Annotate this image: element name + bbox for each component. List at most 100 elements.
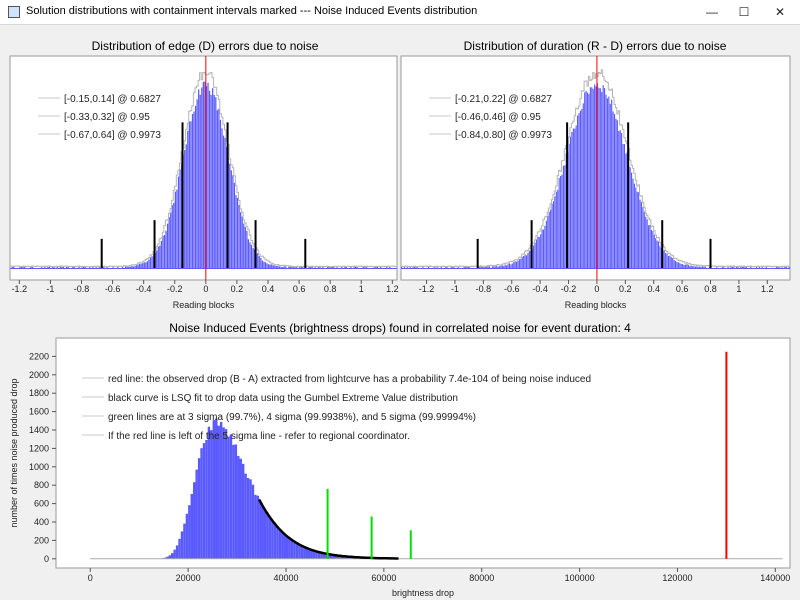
noise-hist-bar [300, 545, 304, 559]
noise-legend-entry: red line: the observed drop (B - A) extr… [108, 374, 591, 385]
chart1-hist-bar [592, 88, 594, 268]
close-button[interactable]: ✕ [764, 0, 796, 24]
noise-hist-bar [342, 556, 345, 559]
noise-hist-bar [251, 484, 255, 559]
chart1-hist-bar [515, 261, 518, 268]
chart1-hist-bar [413, 266, 415, 268]
chart1-hist-bar [613, 113, 616, 268]
chart1-hist-bar [401, 266, 403, 268]
chart0-hist-bar [142, 263, 144, 268]
noise-hist-bar [266, 512, 269, 559]
noise-y-tick-label: 600 [34, 499, 49, 509]
chart0-hist-bar [330, 267, 332, 268]
noise-hist-bar [276, 527, 279, 559]
chart0-hist-bar [309, 266, 312, 268]
noise-hist-bar [312, 550, 316, 559]
chart0-hist-bar [295, 267, 298, 268]
chart1-hist-bar [655, 238, 657, 268]
chart1-x-tick-label: 0.6 [676, 284, 689, 294]
chart0-hist-bar [31, 266, 34, 268]
chart1-legend-entry: [-0.46,0.46] @ 0.95 [455, 112, 541, 123]
chart1-hist-bar [659, 246, 661, 268]
chart1-hist-bar [453, 267, 455, 268]
chart1-hist-bar [572, 128, 574, 268]
chart1-hist-bar [523, 255, 525, 268]
chart1-hist-bar [723, 267, 725, 268]
chart1-hist-bar [604, 88, 606, 268]
chart0-hist-bar [250, 244, 253, 268]
chart0-hist-bar [328, 267, 330, 268]
chart1-hist-bar [673, 259, 675, 268]
chart0-hist-bar [168, 217, 170, 268]
chart1-hist-bar [540, 234, 542, 268]
chart1-hist-bar [638, 192, 640, 268]
chart1-hist-bar [514, 261, 516, 268]
chart1-hist-bar [606, 98, 608, 268]
chart1-hist-bar [503, 265, 505, 268]
chart0-hist-bar [345, 266, 347, 268]
noise-hist-bar [290, 540, 294, 559]
chart0-hist-bar [44, 266, 46, 268]
chart1-hist-bar [605, 94, 607, 269]
chart1-hist-bar [665, 252, 667, 268]
chart0-hist-bar [249, 242, 251, 268]
chart1-hist-bar [629, 167, 631, 268]
chart0-hist-bar [196, 99, 198, 268]
noise-legend-entry: If the red line is left of the 5 sigma l… [108, 431, 410, 442]
chart0-x-tick-label: 0.2 [231, 284, 244, 294]
chart0-hist-bar [299, 267, 301, 268]
chart1-hist-bar [511, 263, 513, 268]
chart0-hist-bar [240, 212, 242, 268]
noise-hist-bar [193, 482, 196, 559]
chart1-hist-bar [483, 267, 485, 268]
chart0-hist-bar [98, 267, 100, 268]
chart1-legend-entry: [-0.84,0.80] @ 0.9973 [455, 130, 552, 141]
chart0-x-tick-label: 0.6 [293, 284, 306, 294]
minimize-button[interactable]: — [696, 0, 728, 24]
chart0-hist-bar [288, 266, 290, 268]
chart1-hist-bar [675, 260, 677, 268]
chart1-hist-bar [527, 252, 529, 268]
chart1-hist-bar [403, 266, 405, 268]
noise-y-tick-label: 400 [34, 517, 49, 527]
chart1-x-tick-label: 0.8 [704, 284, 717, 294]
chart0-hist-bar [353, 266, 355, 268]
chart1-hist-bar [639, 199, 641, 268]
chart0-hist-bar [365, 266, 368, 268]
chart1-hist-bar [704, 266, 706, 268]
noise-hist-bar [195, 469, 198, 559]
maximize-button[interactable]: ☐ [728, 0, 760, 24]
chart0-hist-bar [379, 266, 382, 268]
chart1-hist-bar [525, 255, 528, 268]
chart0-x-tick-label: -0.4 [136, 284, 152, 294]
chart0-hist-bar [278, 266, 281, 268]
chart1-hist-bar [672, 257, 674, 268]
chart1-hist-bar [577, 115, 579, 268]
noise-hist-bar [271, 520, 274, 559]
chart1-hist-bar [496, 265, 498, 268]
chart0-hist-bar [166, 223, 169, 268]
chart1-hist-bar [669, 255, 671, 268]
chart1-hist-bar [696, 266, 698, 268]
chart1-hist-bar [652, 230, 654, 268]
chart1-hist-bar [640, 202, 643, 268]
chart0-hist-bar [274, 265, 276, 268]
chart0-hist-bar [232, 175, 234, 268]
chart1-hist-bar [457, 267, 459, 268]
noise-hist-bar [239, 458, 242, 559]
noise-hist-bar [273, 522, 277, 559]
chart0-hist-bar [188, 121, 190, 268]
noise-hist-bar [232, 444, 235, 559]
chart0-hist-bar [179, 169, 181, 268]
chart1-hist-bar [667, 255, 670, 268]
chart0-x-tick-label: 1 [359, 284, 364, 294]
chart0-hist-bar [277, 265, 279, 268]
chart0-hist-bar [134, 265, 136, 268]
chart0-hist-bar [322, 266, 324, 268]
noise-hist-bar [293, 541, 296, 559]
chart0-hist-bar [13, 266, 15, 268]
chart1-hist-bar [542, 229, 545, 268]
chart1-hist-bar [650, 229, 652, 268]
noise-events-plot-area [55, 337, 791, 569]
noise-hist-bar [217, 425, 220, 559]
